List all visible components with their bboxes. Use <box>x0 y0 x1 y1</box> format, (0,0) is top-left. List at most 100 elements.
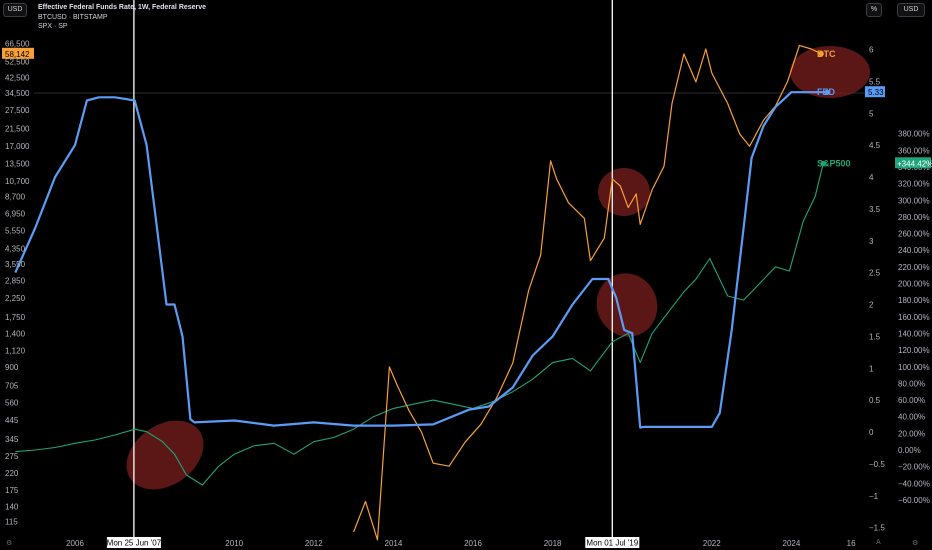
series-annotation-label: S&P500 <box>817 159 851 169</box>
left-axis-tick-label: 140 <box>5 503 19 512</box>
x-axis-tick-label: 2012 <box>305 539 323 548</box>
percent-axis-tick-label: 160.00% <box>898 313 930 322</box>
btc-price-badge: 58,142 <box>5 50 30 59</box>
auto-scale-toggle[interactable]: A <box>876 539 881 546</box>
x-axis-tick-label: 2018 <box>544 539 562 548</box>
rate-axis-tick-label: −0.5 <box>869 460 885 469</box>
rate-axis-tick-label: 4.5 <box>869 141 881 150</box>
value-badges: 58,142 5.33 +344.42% <box>2 47 932 169</box>
x-axis-tick-label: 2010 <box>225 539 243 548</box>
percent-axis-tick-label: 220.00% <box>898 263 930 272</box>
fed-rate-badge-bg <box>865 86 885 98</box>
series-annotations: BTC S&P500 FED <box>817 49 851 169</box>
x-axis-tick-label: 2024 <box>783 539 801 548</box>
rate-axis-tick-label: 5.5 <box>869 77 881 86</box>
left-axis-ticks: 66,500 52,500 42,500 34,500 27,500 21,500 17,0… <box>5 40 30 527</box>
date-marker-badge-bg <box>106 537 161 548</box>
rate-axis-tick-label: 5 <box>869 109 874 118</box>
highlight-circle-4 <box>790 46 870 98</box>
highlight-circles <box>126 46 870 490</box>
settings-gear-icon[interactable]: ⚙ <box>6 540 13 547</box>
left-axis-tick-label: 175 <box>5 486 19 495</box>
fed-rate-badge: 5.33 <box>868 88 884 97</box>
left-axis-tick-label: 1,400 <box>5 330 26 339</box>
percent-axis-tick-label: 40.00% <box>898 413 925 422</box>
left-axis-tick-label: 2,250 <box>5 294 26 303</box>
highlight-circle-1 <box>126 420 204 490</box>
percent-axis-tick-label: 280.00% <box>898 213 930 222</box>
left-axis-tick-label: 560 <box>5 399 19 408</box>
right-currency-button[interactable]: USD <box>897 3 925 17</box>
percent-axis-tick-label: 100.00% <box>898 363 930 372</box>
left-currency-button[interactable]: USD <box>3 3 27 17</box>
series-annotation-label: BTC <box>817 49 836 59</box>
date-marker-label: Mon 01 Jul '19 <box>586 539 638 548</box>
percent-axis-tick-label: 140.00% <box>898 329 930 338</box>
percent-axis-tick-label: 260.00% <box>898 230 930 239</box>
left-axis-tick-label: 66,500 <box>5 40 30 49</box>
series-line-fed <box>14 91 828 429</box>
percent-axis-tick-label: 60.00% <box>898 396 925 405</box>
left-axis-tick-label: 13,500 <box>5 159 30 168</box>
left-axis-tick-label: 27,500 <box>5 106 30 115</box>
rate-axis-tick-label: 1 <box>869 364 874 373</box>
highlight-circle-2 <box>598 168 650 216</box>
series-end-point-sp500 <box>820 161 826 167</box>
btc-symbol-line: BTCUSD · BITSTAMP <box>38 13 108 21</box>
spx-symbol-line: SPX · SP <box>38 23 68 30</box>
chart-title: Effective Federal Funds Rate, 1W, Federa… <box>38 4 207 11</box>
chart-header: Effective Federal Funds Rate, 1W, Federa… <box>38 3 206 32</box>
left-axis-tick-label: 2,850 <box>5 276 26 285</box>
rate-axis-tick-label: −1 <box>869 492 879 501</box>
rate-axis-tick-label: 2.5 <box>869 269 881 278</box>
left-axis-tick-label: 6,950 <box>5 209 26 218</box>
rate-axis-ticks: 6 5.5 5 4.5 4 3.5 3 2.5 2 1.5 1 0.5 0 −0.5 −1 −1.5 <box>869 46 885 533</box>
left-axis-tick-label: 900 <box>5 363 19 372</box>
series-end-point-btc <box>818 51 824 57</box>
x-axis-tick-label: 2016 <box>464 539 482 548</box>
rate-axis-tick-label: 0 <box>869 428 874 437</box>
percent-axis-tick-label: 0.00% <box>898 446 921 455</box>
percent-axis-tick-label: 240.00% <box>898 246 930 255</box>
left-axis-tick-label: 1,750 <box>5 313 26 322</box>
x-axis-tick-label: 16 <box>847 539 856 548</box>
percent-scale-button[interactable]: % <box>866 3 882 17</box>
percent-axis-tick-label: −40.00% <box>898 479 930 488</box>
rate-axis-tick-label: 0.5 <box>869 396 881 405</box>
percent-axis-ticks: 380.00%360.00%340.00%320.00%300.00%280.0… <box>898 130 930 505</box>
rate-axis-tick-label: 6 <box>869 46 874 55</box>
left-axis-tick-label: 705 <box>5 381 19 390</box>
chart-settings-icon[interactable]: ⚙ <box>912 540 919 547</box>
series-layer <box>14 44 830 541</box>
rate-axis-tick-label: 2 <box>869 301 874 310</box>
date-marker-badge-bg <box>585 537 640 548</box>
percent-axis-tick-label: 320.00% <box>898 180 930 189</box>
rate-axis-tick-label: 4 <box>869 173 874 182</box>
left-axis-tick-label: 42,500 <box>5 73 30 82</box>
left-axis-tick-label: 445 <box>5 416 19 425</box>
percent-axis-tick-label: 180.00% <box>898 296 930 305</box>
series-end-point-fed <box>824 89 830 95</box>
percent-axis-tick-label: 20.00% <box>898 429 925 438</box>
percent-axis-tick-label: 360.00% <box>898 146 930 155</box>
x-axis-tick-label: 2006 <box>66 539 84 548</box>
btc-price-badge-bg <box>2 47 34 59</box>
left-axis-tick-label: 1,120 <box>5 347 26 356</box>
spx-percent-badge: +344.42% <box>897 159 932 168</box>
left-axis-tick-label: 52,500 <box>5 57 30 66</box>
left-axis-tick-label: 345 <box>5 435 19 444</box>
percent-axis-tick-label: 300.00% <box>898 196 930 205</box>
left-axis-tick-label: 17,000 <box>5 142 30 151</box>
left-axis-tick-label: 5,550 <box>5 226 26 235</box>
percent-axis-tick-label: −60.00% <box>898 496 930 505</box>
rate-axis-tick-label: 3.5 <box>869 205 881 214</box>
left-axis-tick-label: 4,350 <box>5 245 26 254</box>
rate-axis-tick-label: 3 <box>869 237 874 246</box>
x-axis-ticks: 2006 2010 2012 2014 2016 2018 2022 2024 16 Mon 25… <box>66 537 856 548</box>
series-line-btc <box>353 44 822 541</box>
percent-axis-tick-label: 380.00% <box>898 130 930 139</box>
x-axis-tick-label: 2014 <box>385 539 403 548</box>
left-axis-tick-label: 8,700 <box>5 192 26 201</box>
left-axis-tick-label: 34,500 <box>5 89 30 98</box>
